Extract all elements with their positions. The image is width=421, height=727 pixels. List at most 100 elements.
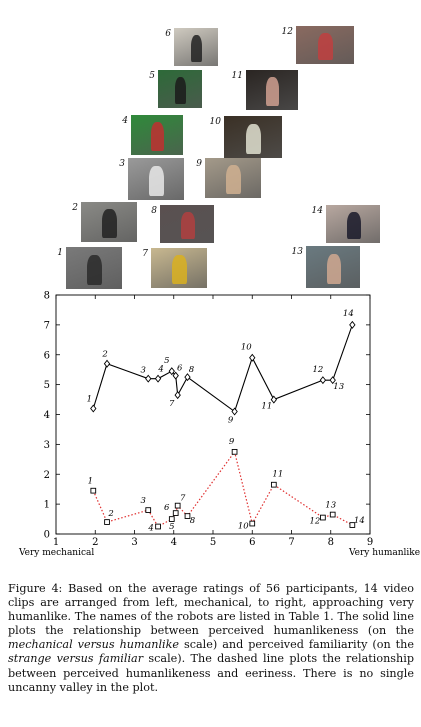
thumbnail-image bbox=[306, 246, 360, 288]
x-tick-label: 4 bbox=[171, 537, 177, 548]
x-axis-label-right: Very humanlike bbox=[348, 548, 420, 558]
eeriness-point-label-9: 9 bbox=[229, 437, 235, 447]
caption-text-1: Figure 4: Based on the average ratings o… bbox=[8, 582, 414, 638]
eeriness-point-label-4: 4 bbox=[147, 524, 153, 534]
thumbnail-figure bbox=[149, 165, 164, 196]
thumbnail-image bbox=[205, 158, 261, 198]
familiarity-point-label-1: 1 bbox=[87, 395, 92, 405]
thumbnail-number: 5 bbox=[149, 71, 155, 81]
thumbnail-figure bbox=[318, 32, 334, 61]
thumbnail-image bbox=[246, 70, 298, 110]
thumbnail-figure bbox=[346, 211, 361, 240]
eeriness-point-label-13: 13 bbox=[325, 501, 336, 511]
eeriness-point-label-2: 2 bbox=[107, 509, 113, 519]
eeriness-point-12 bbox=[320, 514, 326, 521]
familiarity-point-label-4: 4 bbox=[157, 365, 163, 375]
familiarity-point-3 bbox=[145, 374, 152, 383]
eeriness-point-5 bbox=[168, 516, 175, 522]
thumbnail-number: 7 bbox=[142, 249, 148, 259]
familiarity-point-label-7: 7 bbox=[169, 399, 175, 409]
eeriness-point-label-6: 6 bbox=[164, 503, 170, 513]
thumbnail-figure bbox=[150, 122, 165, 151]
familiarity-point-6 bbox=[172, 371, 179, 380]
thumbnail-image bbox=[66, 247, 122, 289]
eeriness-point-9 bbox=[231, 448, 238, 455]
thumbnail-image bbox=[128, 158, 184, 200]
y-tick-label: 4 bbox=[44, 410, 50, 421]
x-tick-label: 9 bbox=[367, 537, 373, 548]
eeriness-point-label-14: 14 bbox=[354, 516, 365, 526]
eeriness-point-8 bbox=[184, 513, 191, 519]
eeriness-point-1 bbox=[90, 487, 97, 494]
eeriness-point-label-11: 11 bbox=[272, 470, 283, 480]
familiarity-point-label-13: 13 bbox=[333, 382, 344, 392]
familiarity-point-2 bbox=[103, 359, 111, 368]
x-tick-label: 3 bbox=[131, 537, 137, 548]
y-tick-label: 1 bbox=[44, 500, 50, 511]
thumbnail-figure bbox=[174, 76, 187, 105]
y-tick-label: 3 bbox=[44, 440, 50, 451]
figure-caption: Figure 4: Based on the average ratings o… bbox=[8, 582, 414, 695]
eeriness-point-label-5: 5 bbox=[169, 522, 174, 532]
familiarity-point-10 bbox=[249, 353, 256, 362]
thumbnail-figure bbox=[326, 253, 341, 284]
familiarity-point-label-12: 12 bbox=[312, 365, 323, 375]
thumbnail-figure bbox=[226, 165, 241, 194]
eeriness-point-10 bbox=[249, 520, 256, 527]
familiarity-point-label-8: 8 bbox=[189, 365, 195, 375]
x-tick-label: 5 bbox=[210, 537, 216, 548]
eeriness-point-7 bbox=[174, 502, 181, 509]
thumbnail-strip: 6 5 4 3 2 1 7 8 9 10 11 12 14 13 bbox=[0, 0, 421, 295]
thumbnail-figure bbox=[190, 34, 203, 63]
caption-emphasis-2: strange versus familiar bbox=[8, 652, 144, 666]
thumbnail-image bbox=[81, 202, 137, 242]
x-axis-label-left: Very mechanical bbox=[18, 548, 94, 558]
familiarity-point-8 bbox=[184, 373, 191, 382]
eeriness-point-label-7: 7 bbox=[180, 494, 186, 504]
thumbnail-image bbox=[131, 115, 183, 155]
thumbnail-image bbox=[326, 205, 380, 243]
plot-frame bbox=[55, 294, 371, 535]
thumbnail-image bbox=[224, 116, 282, 158]
familiarity-point-12 bbox=[319, 376, 327, 385]
eeriness-series-line bbox=[92, 450, 353, 528]
caption-text-3: scale). The dashed line plots the relati… bbox=[8, 652, 414, 694]
thumbnail-figure bbox=[180, 211, 195, 240]
familiarity-point-label-5: 5 bbox=[164, 356, 169, 366]
caption-emphasis-1: mechanical versus humanlike bbox=[8, 638, 180, 652]
eeriness-point-label-8: 8 bbox=[190, 516, 196, 526]
familiarity-point-4 bbox=[154, 374, 162, 383]
thumbnail-image bbox=[296, 26, 354, 64]
y-tick-label: 7 bbox=[44, 320, 50, 331]
x-tick-label: 2 bbox=[92, 537, 98, 548]
thumbnail-figure bbox=[102, 209, 117, 238]
familiarity-point-14 bbox=[349, 320, 356, 329]
familiarity-point-label-3: 3 bbox=[141, 366, 146, 376]
familiarity-point-label-2: 2 bbox=[101, 350, 107, 360]
x-tick-label: 6 bbox=[249, 537, 255, 548]
y-tick-label: 6 bbox=[44, 350, 50, 361]
eeriness-point-label-3: 3 bbox=[141, 496, 146, 506]
eeriness-point-label-1: 1 bbox=[88, 477, 93, 487]
x-tick-label: 7 bbox=[288, 537, 294, 548]
eeriness-point-6 bbox=[172, 510, 179, 516]
eeriness-point-label-12: 12 bbox=[309, 517, 320, 527]
y-tick-label: 2 bbox=[44, 470, 50, 481]
eeriness-point-2 bbox=[104, 519, 110, 525]
thumbnail-figure bbox=[172, 255, 187, 284]
eeriness-point-label-10: 10 bbox=[238, 522, 249, 532]
eeriness-point-11 bbox=[270, 481, 277, 488]
familiarity-point-label-11: 11 bbox=[261, 402, 272, 412]
thumbnail-number: 9 bbox=[196, 159, 202, 169]
x-tick-label: 1 bbox=[53, 537, 59, 548]
thumbnail-image bbox=[158, 70, 202, 108]
thumbnail-image bbox=[160, 205, 214, 243]
thumbnail-number: 6 bbox=[165, 29, 171, 39]
thumbnail-figure bbox=[87, 254, 102, 285]
eeriness-point-3 bbox=[145, 507, 152, 513]
familiarity-point-1 bbox=[90, 404, 97, 413]
familiarity-point-11 bbox=[270, 395, 278, 404]
thumbnail-number: 11 bbox=[231, 71, 243, 81]
thumbnail-number: 1 bbox=[57, 248, 63, 258]
y-tick-label: 5 bbox=[44, 380, 50, 391]
